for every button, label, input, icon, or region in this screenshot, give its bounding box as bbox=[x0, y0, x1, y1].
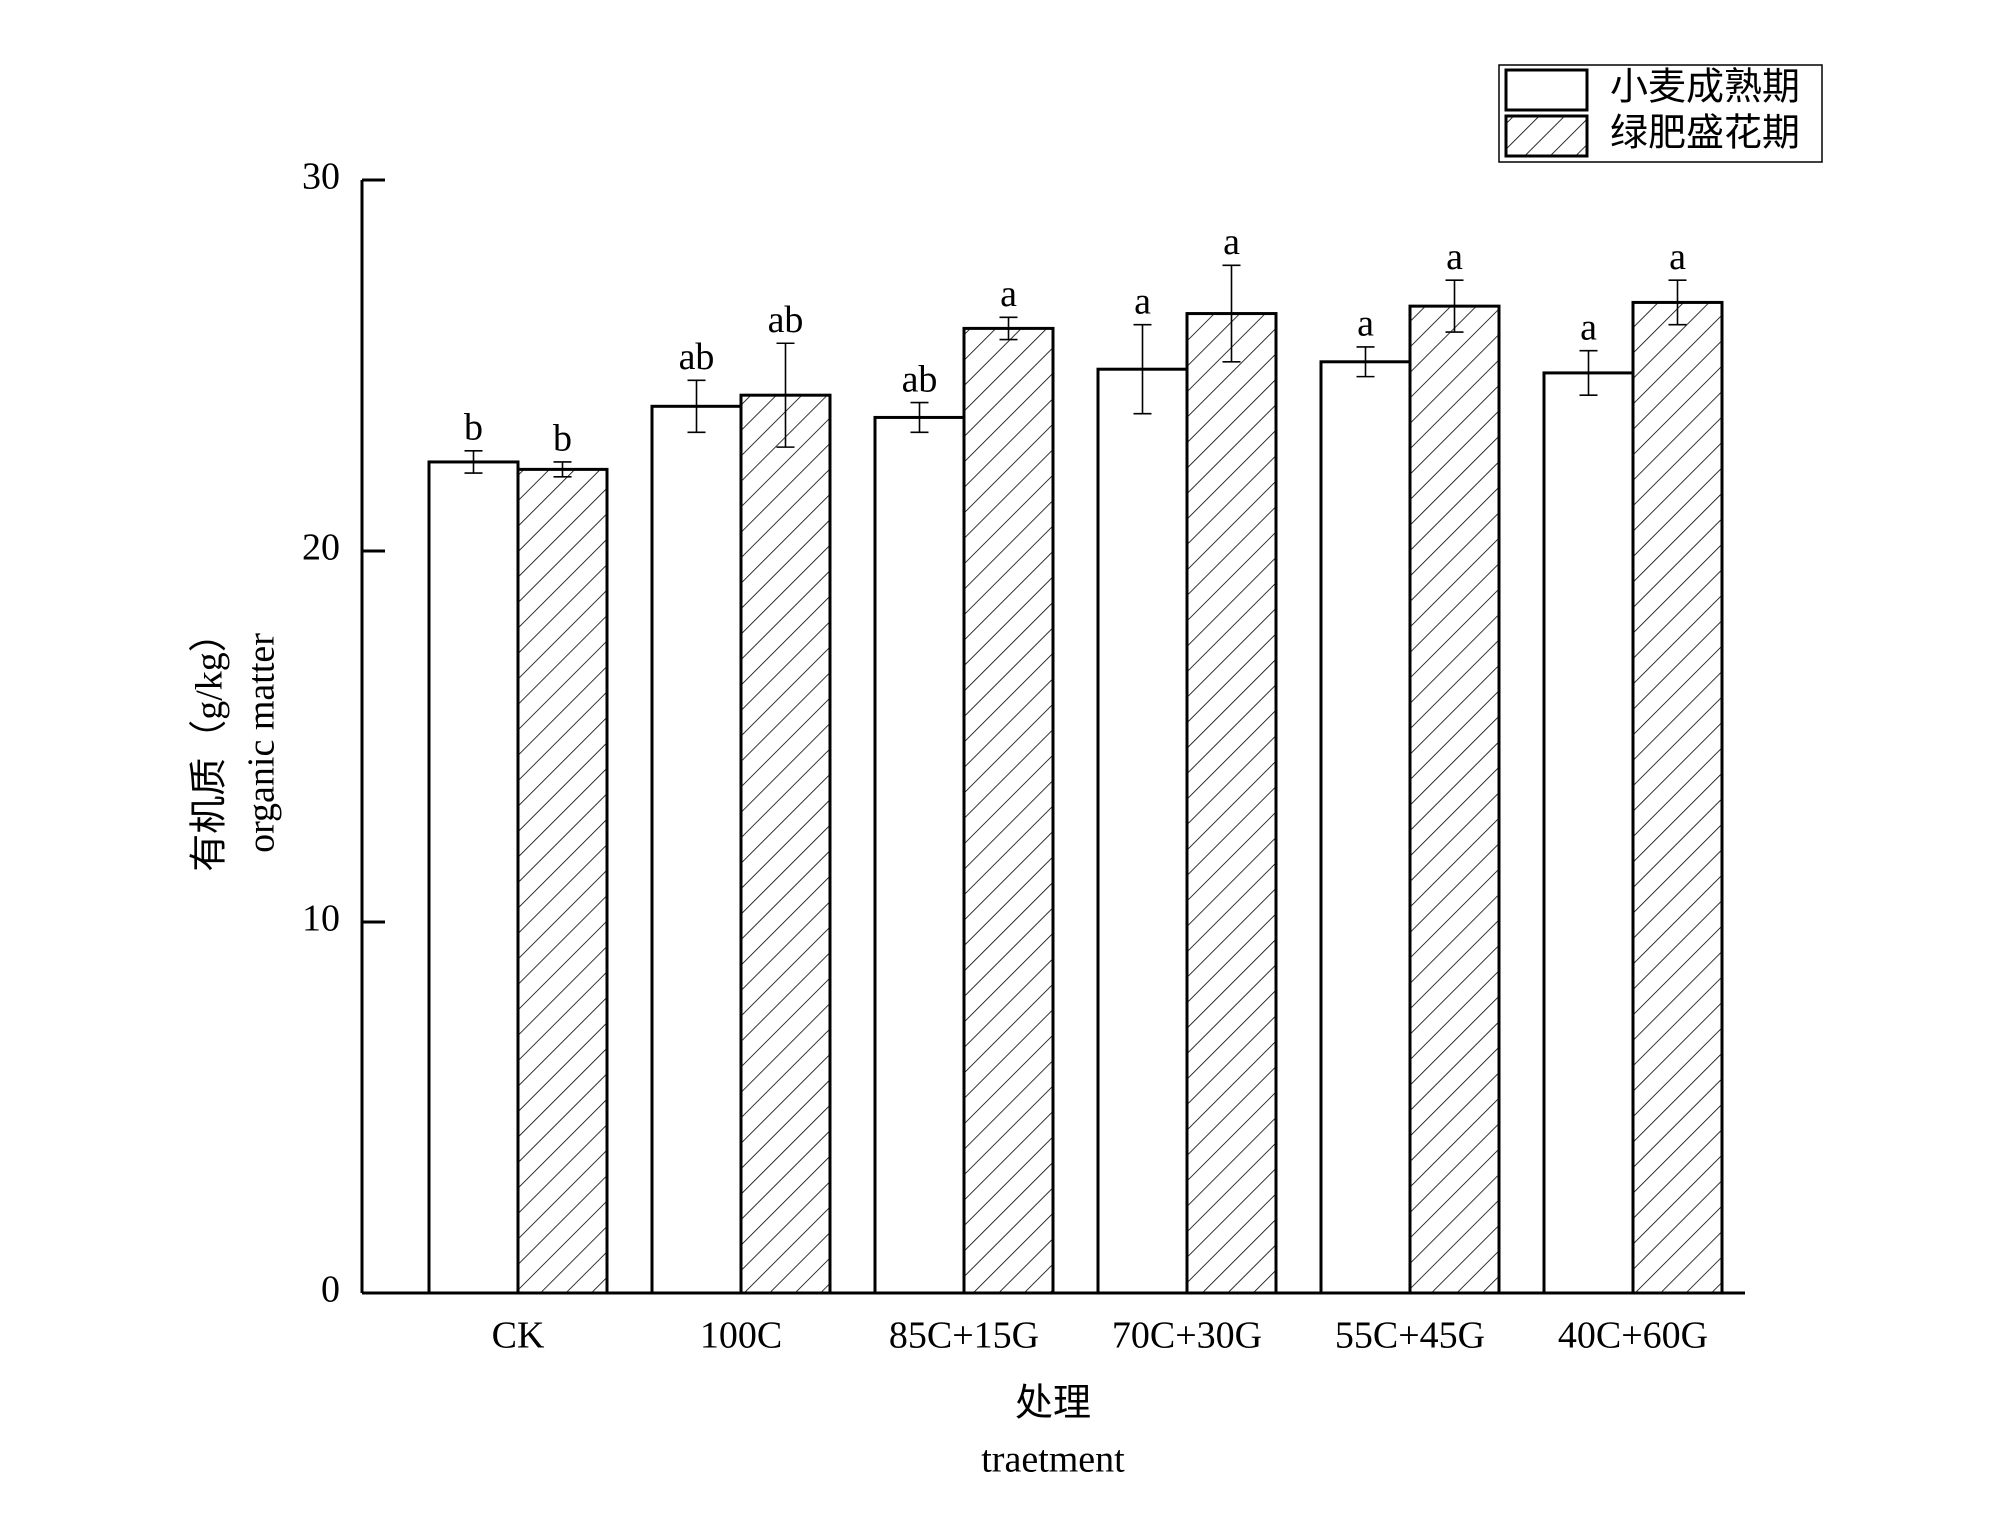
error-bar bbox=[1133, 323, 1152, 415]
error-bar bbox=[1222, 264, 1241, 363]
bar bbox=[516, 467, 609, 1295]
error-bar bbox=[1445, 279, 1464, 333]
significance-label: a bbox=[1357, 303, 1374, 345]
bar bbox=[1408, 304, 1501, 1295]
x-tick-label: 40C+60G bbox=[1558, 1315, 1708, 1357]
significance-label: a bbox=[1669, 236, 1686, 278]
legend-swatch bbox=[1504, 68, 1589, 112]
x-axis-label: traetment bbox=[981, 1439, 1125, 1481]
error-bar bbox=[687, 379, 706, 434]
legend-label: 小麦成熟期 bbox=[1610, 67, 1800, 109]
error-bar bbox=[776, 342, 795, 448]
x-tick-label: 100C bbox=[700, 1315, 782, 1357]
y-axis-label: organic matter bbox=[241, 633, 283, 853]
error-bar bbox=[1668, 279, 1687, 326]
bar bbox=[739, 393, 832, 1295]
y-tick-label: 20 bbox=[302, 527, 340, 569]
bar bbox=[1319, 360, 1412, 1295]
bar bbox=[1185, 312, 1278, 1295]
error-bar bbox=[910, 401, 929, 434]
bar bbox=[1631, 300, 1724, 1295]
significance-label: a bbox=[1223, 221, 1240, 263]
error-bar bbox=[999, 316, 1018, 341]
y-tick-label: 10 bbox=[302, 898, 340, 940]
x-axis-label: 处理 bbox=[1015, 1383, 1091, 1425]
bar bbox=[962, 326, 1055, 1295]
bar bbox=[1542, 371, 1635, 1295]
legend-swatch bbox=[1504, 114, 1589, 158]
significance-label: a bbox=[1580, 306, 1597, 348]
x-tick-label: 55C+45G bbox=[1335, 1315, 1485, 1357]
x-tick-label: 70C+30G bbox=[1112, 1315, 1262, 1357]
y-axis-label: 有机质（g/kg） bbox=[189, 614, 231, 872]
significance-label: ab bbox=[902, 358, 938, 400]
error-bar bbox=[464, 450, 483, 474]
error-bar bbox=[1356, 346, 1375, 378]
legend-label: 绿肥盛花期 bbox=[1610, 113, 1800, 155]
y-tick-label: 0 bbox=[321, 1269, 340, 1311]
x-tick-label: CK bbox=[492, 1315, 545, 1357]
significance-label: b bbox=[553, 418, 572, 460]
y-tick-label: 30 bbox=[302, 156, 340, 198]
significance-label: ab bbox=[679, 336, 715, 378]
bar bbox=[1096, 367, 1189, 1295]
bar bbox=[650, 404, 743, 1295]
x-tick-label: 85C+15G bbox=[889, 1315, 1039, 1357]
significance-label: ab bbox=[768, 299, 804, 341]
error-bar bbox=[553, 461, 572, 478]
significance-label: a bbox=[1000, 273, 1017, 315]
bar bbox=[427, 460, 520, 1295]
bar bbox=[873, 415, 966, 1295]
significance-label: b bbox=[464, 407, 483, 449]
significance-label: a bbox=[1446, 236, 1463, 278]
error-bar bbox=[1579, 349, 1598, 396]
significance-label: a bbox=[1134, 280, 1151, 322]
